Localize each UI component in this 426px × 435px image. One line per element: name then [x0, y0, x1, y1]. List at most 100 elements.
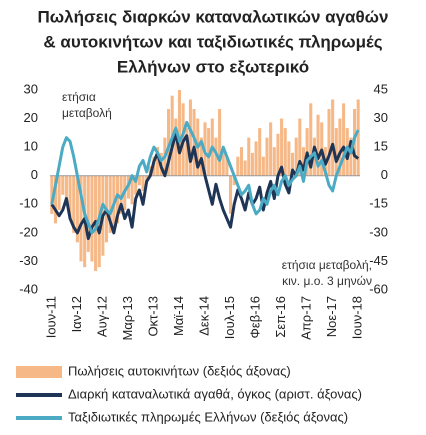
- bar: [349, 137, 353, 176]
- legend-label: Ταξιδιωτικές πληρωμές Ελλήνων (δεξιός άξ…: [68, 409, 348, 424]
- annotation: ετήσια: [62, 90, 96, 104]
- y2-tick-label: -30: [369, 224, 388, 239]
- x-tick-label: Ιουν-11: [43, 296, 58, 338]
- y2-tick-label: 30: [374, 110, 388, 125]
- bar: [261, 156, 265, 176]
- bar: [57, 175, 61, 210]
- y2-tick-label: -15: [369, 196, 388, 211]
- x-tick-label: Ιουλ-15: [222, 296, 237, 339]
- bar: [283, 128, 287, 176]
- y2-tick-label: 45: [374, 81, 388, 96]
- annotation: μεταβολή: [62, 106, 112, 120]
- legend-swatch: [16, 366, 62, 378]
- bar: [254, 141, 258, 176]
- bar: [174, 118, 178, 176]
- bar: [243, 160, 247, 176]
- bar: [269, 122, 273, 176]
- y-tick-label: -30: [19, 253, 38, 268]
- bar: [115, 175, 120, 224]
- bar: [250, 152, 254, 176]
- bar: [72, 175, 76, 233]
- bar: [188, 99, 192, 176]
- bar: [86, 175, 90, 252]
- bar: [108, 175, 112, 233]
- x-tick-label: Ιαν-12: [69, 296, 84, 332]
- y-tick-label: -40: [19, 281, 38, 296]
- line: [50, 131, 360, 241]
- x-tick-label: Αυγ-12: [94, 296, 109, 337]
- bar: [218, 109, 222, 176]
- bar: [280, 118, 284, 176]
- bar: [192, 109, 196, 176]
- bar: [64, 175, 68, 205]
- bar: [356, 99, 360, 176]
- legend-label: Διαρκή καταναλωτικά αγαθά, όγκος (αριστ.…: [68, 386, 362, 401]
- x-tick-label: Μαϊ-14: [171, 296, 186, 336]
- bar: [342, 103, 346, 176]
- y-tick-label: 10: [24, 139, 38, 154]
- y2-tick-label: 15: [374, 139, 388, 154]
- y-tick-label: 30: [24, 81, 38, 96]
- y-tick-label: 20: [24, 110, 38, 125]
- bar: [294, 137, 298, 176]
- bar: [316, 114, 320, 176]
- annotation: ετήσια μεταβολή,: [282, 258, 372, 272]
- bar: [68, 175, 72, 218]
- bar: [166, 109, 171, 176]
- x-tick-label: Οκτ-13: [145, 296, 160, 337]
- x-tick-label: Φεβ-16: [247, 296, 262, 338]
- bar: [141, 175, 145, 191]
- bar: [221, 147, 225, 176]
- x-tick-label: Απρ-17: [299, 296, 314, 340]
- x-tick-label: Νοε-17: [324, 296, 339, 337]
- y-tick-label: 0: [31, 167, 38, 182]
- bar: [338, 118, 342, 176]
- y2-tick-label: -60: [369, 281, 388, 296]
- x-tick-label: Σεπ-16: [273, 296, 288, 338]
- bar: [79, 175, 83, 262]
- legend-label: Πωλήσεις αυτοκινήτων (δεξιός άξονας): [68, 363, 291, 378]
- chart-title: Ελλήνων στο εξωτερικό: [117, 57, 309, 76]
- bar: [214, 137, 218, 176]
- bar: [228, 175, 233, 214]
- bar: [90, 175, 94, 262]
- bar: [272, 147, 276, 176]
- x-tick-label: Μαρ-13: [120, 296, 135, 341]
- y-tick-label: -20: [19, 224, 38, 239]
- y2-tick-label: -45: [369, 253, 388, 268]
- bar: [177, 90, 182, 176]
- bar: [199, 137, 203, 176]
- bar: [137, 175, 141, 186]
- bar: [119, 175, 123, 214]
- x-tick-label: Ιουν-18: [350, 296, 365, 339]
- bar: [61, 175, 65, 195]
- line: [50, 120, 360, 235]
- bar: [75, 175, 79, 243]
- bar: [301, 147, 306, 176]
- chart-title: Πωλήσεις διαρκών καταναλωτικών αγαθών: [37, 7, 388, 26]
- bar: [53, 175, 58, 224]
- annotation: κιν. μ.ο. 3 μηνών: [282, 274, 372, 288]
- bar: [334, 128, 338, 176]
- bar: [134, 175, 138, 195]
- x-tick-label: Δεκ-14: [196, 296, 211, 336]
- bar: [331, 99, 335, 176]
- bar: [239, 147, 244, 176]
- bar: [247, 137, 251, 176]
- bar: [185, 128, 189, 176]
- bar: [290, 152, 295, 176]
- bar: [276, 133, 280, 176]
- bar: [287, 141, 291, 176]
- bar: [236, 156, 240, 176]
- bar: [309, 103, 313, 176]
- bar: [298, 118, 302, 176]
- bar: [145, 175, 149, 182]
- bar: [130, 175, 134, 205]
- bar: [225, 156, 229, 176]
- bar: [265, 137, 269, 176]
- bar: [156, 147, 160, 176]
- y-tick-label: -10: [19, 196, 38, 211]
- y2-tick-label: 0: [381, 167, 388, 182]
- bar: [327, 109, 331, 176]
